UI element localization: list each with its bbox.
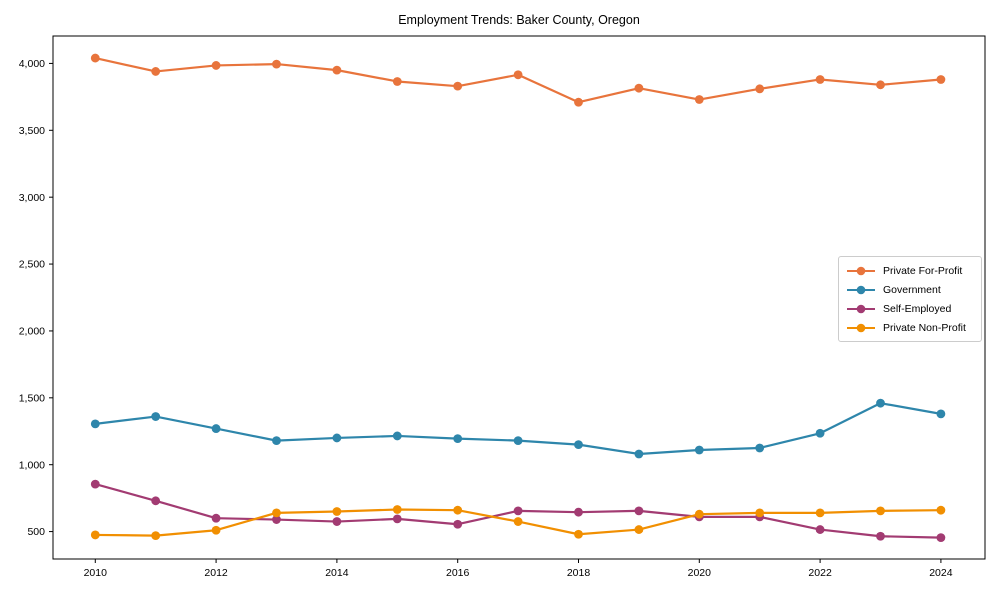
data-point-private-for-profit (453, 81, 463, 91)
data-point-private-non-profit (392, 505, 402, 514)
data-point-self-employed (936, 533, 946, 542)
legend-item-private-non-profit: Private Non-Profit (846, 322, 974, 334)
data-point-self-employed (392, 514, 402, 524)
axes-frame (52, 35, 986, 560)
y-tick-label: 1,500 (19, 392, 45, 404)
series-line-private-for-profit (94, 56, 943, 104)
data-point-self-employed (211, 513, 221, 523)
legend-marker-private-non-profit (847, 323, 875, 332)
data-point-self-employed (90, 479, 100, 489)
x-tick-label: 2010 (84, 567, 108, 579)
data-point-private-non-profit (513, 517, 523, 526)
y-tick-label: 1,000 (19, 459, 45, 471)
data-point-self-employed (332, 517, 342, 526)
chart-title: Employment Trends: Baker County, Oregon (398, 13, 640, 27)
data-point-private-non-profit (151, 531, 161, 540)
legend-item-self-employed: Self-Employed (846, 303, 974, 315)
data-point-private-non-profit (634, 525, 644, 534)
data-point-private-non-profit (574, 529, 583, 539)
legend-label: Private Non-Profit (883, 321, 966, 334)
data-point-government (332, 433, 342, 443)
data-point-self-employed (815, 525, 825, 534)
data-point-government (211, 424, 221, 433)
data-point-private-non-profit (272, 508, 281, 518)
y-tick-label: 4,000 (19, 58, 45, 70)
data-point-government (90, 419, 100, 429)
data-point-private-for-profit (90, 53, 100, 63)
data-point-government (151, 412, 161, 421)
data-point-self-employed (453, 519, 463, 529)
data-point-private-non-profit (815, 508, 825, 518)
data-point-self-employed (876, 531, 885, 541)
data-point-self-employed (151, 496, 161, 506)
x-tick-label: 2020 (688, 567, 712, 579)
data-point-private-non-profit (90, 530, 100, 540)
data-point-self-employed (513, 506, 523, 516)
y-tick-label: 3,500 (19, 125, 45, 137)
data-point-private-for-profit (211, 61, 221, 70)
legend-marker-government (847, 285, 875, 294)
data-point-private-for-profit (574, 97, 583, 107)
data-point-government (876, 398, 885, 408)
data-point-government (634, 449, 644, 459)
x-tick-label: 2024 (929, 567, 953, 579)
data-point-private-non-profit (453, 505, 463, 515)
data-point-government (755, 443, 765, 453)
data-point-private-for-profit (634, 83, 644, 93)
data-point-self-employed (272, 515, 281, 524)
data-point-private-for-profit (755, 84, 765, 94)
data-point-government (272, 436, 281, 446)
data-point-government (815, 428, 825, 438)
data-point-government (513, 436, 523, 446)
legend-label: Self-Employed (883, 302, 952, 315)
data-point-private-non-profit (694, 509, 704, 519)
y-tick-label: 2,500 (19, 259, 45, 271)
data-point-private-for-profit (936, 75, 946, 84)
x-tick-label: 2014 (325, 567, 349, 579)
data-point-private-for-profit (694, 95, 704, 104)
data-point-self-employed (634, 506, 644, 516)
data-point-government (574, 440, 583, 450)
y-tick-label: 3,000 (19, 192, 45, 204)
legend-label: Government (883, 283, 941, 296)
data-point-government (694, 445, 704, 455)
legend: Private For-Profit Government Self-Emplo… (838, 256, 982, 342)
y-tick-label: 2,000 (19, 326, 45, 338)
y-tick-label: 500 (27, 526, 45, 538)
data-point-private-non-profit (936, 505, 946, 515)
data-point-private-for-profit (815, 75, 825, 84)
series-line-government (94, 402, 943, 456)
data-point-self-employed (574, 507, 583, 517)
data-point-government (936, 409, 946, 419)
legend-marker-private-for-profit (847, 266, 875, 275)
x-tick-label: 2012 (204, 567, 228, 579)
data-point-government (392, 431, 402, 441)
data-point-private-for-profit (513, 70, 523, 80)
data-point-private-for-profit (876, 80, 885, 90)
data-point-private-non-profit (332, 507, 342, 516)
data-point-private-for-profit (332, 65, 342, 75)
data-point-private-for-profit (272, 59, 281, 69)
data-point-private-for-profit (151, 67, 161, 76)
x-tick-label: 2022 (808, 567, 832, 579)
legend-label: Private For-Profit (883, 264, 963, 277)
legend-item-government: Government (846, 284, 974, 296)
data-point-private-for-profit (392, 77, 402, 86)
data-point-private-non-profit (876, 506, 885, 516)
x-tick-label: 2018 (567, 567, 591, 579)
data-point-government (453, 434, 463, 444)
x-tick-label: 2016 (446, 567, 470, 579)
legend-item-private-for-profit: Private For-Profit (846, 265, 974, 277)
data-point-private-non-profit (211, 525, 221, 535)
data-point-private-non-profit (755, 508, 765, 518)
legend-marker-self-employed (847, 304, 875, 313)
